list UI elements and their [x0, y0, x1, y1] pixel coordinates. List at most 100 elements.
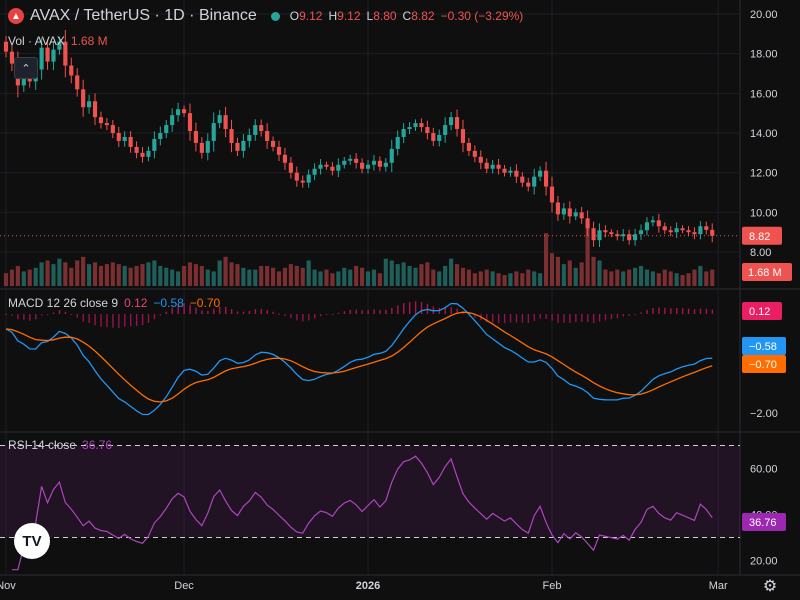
volume-bar [87, 264, 92, 286]
macd-histogram-bar [189, 304, 191, 314]
macd-legend[interactable]: MACD 12 26 close 9 0.12 −0.58 −0.70 [8, 296, 220, 310]
macd-histogram-bar [408, 301, 411, 314]
macd-histogram-bar [319, 314, 322, 317]
volume-bar [431, 269, 436, 286]
rsi-legend[interactable]: RSI 14 close 36.76 [8, 438, 112, 452]
candle-body [253, 125, 258, 135]
macd-histogram-bar [640, 312, 642, 314]
macd-histogram-bar [361, 310, 363, 314]
candle-body [543, 170, 549, 187]
candle-body [69, 65, 74, 76]
candle-body [377, 160, 382, 167]
candle-body [318, 164, 323, 169]
volume-bar [549, 253, 555, 286]
volume-bar [134, 265, 139, 286]
macd-histogram-bar [64, 311, 67, 314]
volume-bar [573, 267, 578, 286]
macd-histogram-bar [563, 314, 565, 323]
candle-body [81, 89, 86, 108]
macd-histogram-bar [711, 309, 714, 314]
macd-histogram-bar [230, 308, 233, 314]
volume-bar [122, 265, 127, 286]
macd-histogram-bar [183, 303, 185, 314]
candle-body [217, 115, 222, 124]
candle-body [104, 123, 109, 126]
volume-bar [205, 269, 210, 286]
candle-body [454, 117, 460, 130]
volume-bar [140, 264, 145, 286]
volume-bar [354, 265, 359, 286]
candle-body [466, 142, 471, 151]
volume-bar [419, 264, 424, 286]
candle-body [181, 109, 187, 114]
macd-histogram-bar [349, 309, 352, 314]
volume-bar [407, 265, 412, 286]
macd-histogram-bar [23, 314, 25, 320]
ohlc-readout: O9.12 H9.12 L8.80 C8.82 −0.30 (−3.29%) [290, 9, 524, 23]
macd-badge [742, 337, 786, 355]
volume-bar [110, 262, 115, 286]
volume-bar [45, 260, 50, 286]
volume-bar [478, 271, 483, 286]
candle-body [538, 170, 543, 177]
candle-body [9, 51, 15, 64]
volume-bar [543, 233, 549, 286]
macd-histogram-bar [46, 314, 49, 315]
macd-histogram-bar [70, 314, 73, 315]
macd-histogram-bar [5, 314, 7, 315]
gear-icon[interactable]: ⚙ [762, 578, 778, 595]
candle-body [92, 101, 98, 118]
candle-body [561, 208, 566, 215]
volume-bar [229, 262, 234, 286]
volume-bar [603, 269, 608, 286]
chevron-up-icon[interactable]: ⌃ [14, 57, 38, 79]
signal-line [5, 311, 713, 403]
volume-bar [253, 269, 258, 286]
macd-histogram-bar [201, 310, 203, 314]
candle-body [122, 136, 127, 141]
volume-bar [644, 269, 650, 286]
volume-bar [591, 256, 596, 286]
candle-body [419, 123, 424, 128]
last-price-badge [742, 226, 782, 245]
candle-body [579, 212, 584, 219]
volume-bar [164, 267, 169, 286]
volume-bar [460, 267, 466, 286]
macd-line [5, 302, 713, 416]
macd-histogram-bar [177, 304, 179, 314]
volume-bar [9, 269, 15, 286]
macd-histogram-bar [284, 314, 286, 316]
macd-histogram-bar [670, 308, 672, 314]
macd-histogram-bar [207, 310, 209, 314]
rsi-legend-value: 36.76 [82, 438, 113, 452]
macd-hist-badge-label: 0.12 [749, 306, 770, 318]
macd-histogram-bar [331, 314, 334, 315]
macd-histogram-bar [450, 307, 452, 314]
macd-histogram-bar [456, 308, 458, 314]
macd-legend-label: MACD 12 26 close 9 [8, 296, 119, 310]
candle-body [306, 174, 311, 183]
time-tick-label: Dec [174, 580, 194, 592]
tradingview-logo-icon[interactable]: TV [14, 523, 50, 559]
macd-histogram-bar [213, 308, 215, 314]
macd-histogram-bar [367, 310, 369, 314]
volume-bar [710, 269, 715, 286]
macd-histogram-bar [646, 309, 648, 314]
macd-histogram-bar [545, 314, 547, 319]
candle-body [484, 162, 489, 169]
volume-legend[interactable]: Vol · AVAX 1.68 M [8, 34, 108, 48]
candle-body [638, 230, 644, 235]
symbol-title[interactable]: AVAX / TetherUS · 1D · Binance [30, 7, 257, 24]
candle-body [57, 41, 62, 50]
volume-bar [526, 269, 531, 286]
candle-body [187, 113, 193, 132]
candle-body [116, 133, 121, 141]
candle-body [425, 127, 430, 134]
volume-bar [466, 269, 471, 286]
volume-legend-label: Vol · AVAX [8, 34, 65, 48]
candle-body [389, 148, 394, 163]
time-tick-label: Mar [709, 580, 728, 592]
candle-body [176, 109, 181, 116]
